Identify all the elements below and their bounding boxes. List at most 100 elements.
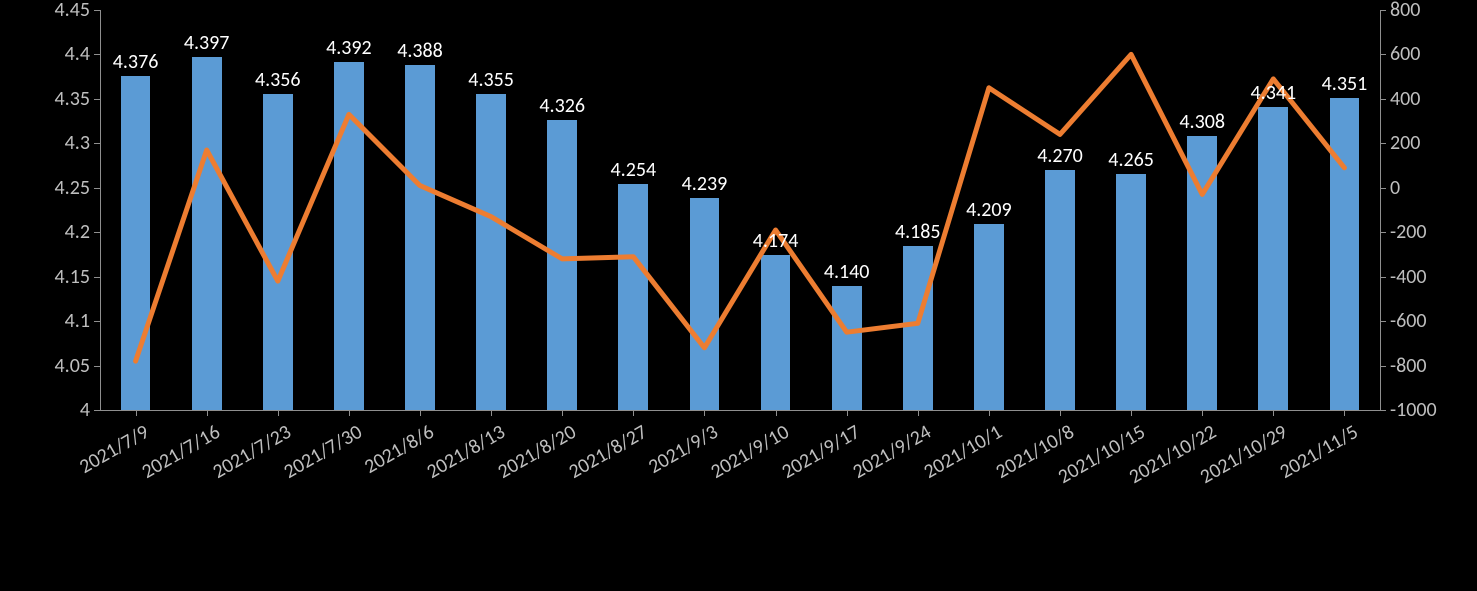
- x-axis-tick: [704, 410, 705, 416]
- x-axis-category-label: 2021/7/23: [209, 420, 296, 484]
- bar-data-label: 4.209: [966, 198, 1012, 222]
- x-axis-line: [100, 410, 1380, 411]
- y-left-tick-label: 4.3: [65, 131, 90, 155]
- y-right-tick-label: 0: [1390, 176, 1400, 200]
- y-left-tick-label: 4.35: [55, 87, 90, 111]
- bar-data-label: 4.254: [611, 158, 657, 182]
- bar: [263, 94, 293, 410]
- bar-data-label: 4.351: [1322, 72, 1368, 96]
- x-axis-tick: [918, 410, 919, 416]
- x-axis-tick: [633, 410, 634, 416]
- bar: [1187, 136, 1217, 410]
- bar-data-label: 4.265: [1108, 148, 1154, 172]
- y-right-tick-label: -400: [1390, 265, 1427, 289]
- bar-data-label: 4.341: [1251, 81, 1297, 105]
- y-left-tick: [94, 10, 100, 11]
- bar-data-label: 4.174: [753, 229, 799, 253]
- x-axis-category-label: 2021/8/27: [565, 420, 652, 484]
- y-right-tick-label: 200: [1390, 131, 1420, 155]
- y-left-tick-label: 4.05: [55, 354, 90, 378]
- bar: [1045, 170, 1075, 410]
- bar: [690, 198, 720, 410]
- bar-data-label: 4.239: [682, 172, 728, 196]
- x-axis-tick: [1202, 410, 1203, 416]
- y-right-tick: [1380, 321, 1386, 322]
- x-axis-category-label: 2021/10/1: [920, 420, 1007, 484]
- y-left-tick-label: 4.1: [65, 309, 90, 333]
- y-left-tick: [94, 143, 100, 144]
- x-axis-tick: [136, 410, 137, 416]
- y-right-tick-label: 800: [1390, 0, 1420, 22]
- y-left-tick-label: 4.25: [55, 176, 90, 200]
- x-axis-tick: [491, 410, 492, 416]
- bar-data-label: 4.308: [1179, 110, 1225, 134]
- y-left-tick-label: 4.4: [65, 42, 90, 66]
- y-right-tick: [1380, 232, 1386, 233]
- x-axis-tick: [989, 410, 990, 416]
- y-right-tick-label: -200: [1390, 220, 1427, 244]
- y-right-tick: [1380, 188, 1386, 189]
- y-left-tick: [94, 366, 100, 367]
- bar-data-label: 4.376: [113, 50, 159, 74]
- y-right-tick-label: 600: [1390, 42, 1420, 66]
- x-axis-category-label: 2021/9/24: [849, 420, 936, 484]
- bar: [192, 57, 222, 410]
- bar-data-label: 4.392: [326, 36, 372, 60]
- y-left-tick-label: 4.45: [55, 0, 90, 22]
- bar-data-label: 4.270: [1037, 144, 1083, 168]
- x-axis-category-label: 2021/8/13: [422, 420, 509, 484]
- bar: [1258, 107, 1288, 410]
- x-axis-tick: [1131, 410, 1132, 416]
- bar: [476, 94, 506, 410]
- bar: [903, 246, 933, 410]
- bar: [405, 65, 435, 410]
- y-left-tick-label: 4.2: [65, 220, 90, 244]
- y-right-tick: [1380, 143, 1386, 144]
- x-axis-tick: [420, 410, 421, 416]
- x-axis-tick: [207, 410, 208, 416]
- bar-data-label: 4.397: [184, 31, 230, 55]
- bar: [1116, 174, 1146, 410]
- chart-container: 44.054.14.154.24.254.34.354.44.45-1000-8…: [0, 0, 1477, 591]
- x-axis-tick: [776, 410, 777, 416]
- y-left-tick: [94, 277, 100, 278]
- x-axis-tick: [1344, 410, 1345, 416]
- bar: [832, 286, 862, 410]
- y-left-tick-label: 4.15: [55, 265, 90, 289]
- x-axis-category-label: 2021/7/16: [138, 420, 225, 484]
- bar: [618, 184, 648, 410]
- y-right-axis-line: [1380, 10, 1381, 410]
- y-right-tick-label: -600: [1390, 309, 1427, 333]
- x-axis-tick: [1273, 410, 1274, 416]
- bar: [547, 120, 577, 410]
- bar: [761, 255, 791, 410]
- bar-data-label: 4.356: [255, 68, 301, 92]
- bar: [121, 76, 151, 410]
- y-right-tick: [1380, 277, 1386, 278]
- y-left-tick: [94, 99, 100, 100]
- bar-data-label: 4.140: [824, 260, 870, 284]
- bar: [1330, 98, 1360, 410]
- y-right-tick-label: -800: [1390, 354, 1427, 378]
- x-axis-tick: [562, 410, 563, 416]
- y-right-tick: [1380, 54, 1386, 55]
- x-axis-category-label: 2021/9/17: [778, 420, 865, 484]
- y-left-tick: [94, 188, 100, 189]
- bar-data-label: 4.355: [468, 68, 514, 92]
- x-axis-tick: [349, 410, 350, 416]
- bar: [334, 62, 364, 410]
- y-right-tick: [1380, 99, 1386, 100]
- bar: [974, 224, 1004, 410]
- y-right-tick-label: 400: [1390, 87, 1420, 111]
- x-axis-tick: [278, 410, 279, 416]
- x-axis-tick: [847, 410, 848, 416]
- x-axis-category-label: 2021/11/5: [1276, 420, 1363, 484]
- y-left-axis-line: [100, 10, 101, 410]
- y-left-tick-label: 4: [80, 398, 90, 422]
- y-left-tick: [94, 321, 100, 322]
- bar-data-label: 4.388: [397, 39, 443, 63]
- x-axis-tick: [1060, 410, 1061, 416]
- y-left-tick: [94, 54, 100, 55]
- bar-data-label: 4.185: [895, 220, 941, 244]
- bar-data-label: 4.326: [539, 94, 585, 118]
